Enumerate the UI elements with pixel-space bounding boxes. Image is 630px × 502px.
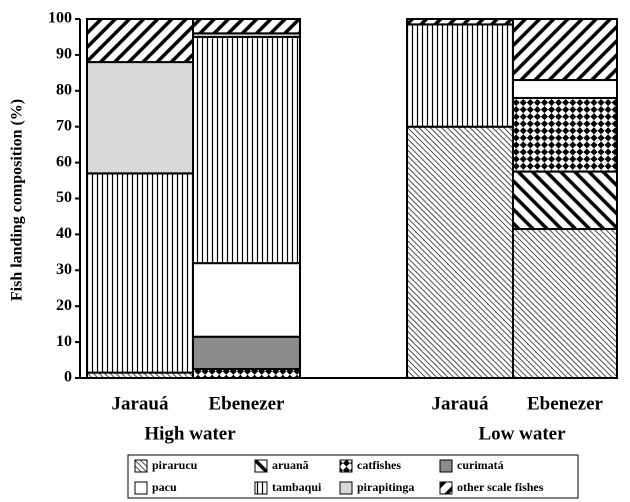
y-tick-label: 30 bbox=[56, 261, 72, 278]
legend-label: other scale fishes bbox=[457, 480, 544, 494]
legend-swatch bbox=[134, 481, 148, 495]
y-tick-label: 0 bbox=[64, 369, 72, 386]
bar-segment bbox=[406, 18, 514, 26]
bar-segment bbox=[406, 125, 514, 379]
y-tick-label: 60 bbox=[56, 153, 72, 170]
y-tick-label: 20 bbox=[56, 297, 72, 314]
bar-segment bbox=[406, 23, 514, 128]
bar-segment bbox=[192, 18, 301, 35]
bar-segment bbox=[192, 262, 301, 338]
y-tick-label: 80 bbox=[56, 81, 72, 98]
x-tick-label: Jarauá bbox=[112, 393, 170, 414]
legend-label: aruanã bbox=[272, 458, 309, 472]
legend-swatch bbox=[439, 481, 453, 495]
legend-label: pacu bbox=[152, 480, 177, 494]
legend-swatch bbox=[339, 459, 353, 473]
bar-segment bbox=[512, 96, 618, 173]
bar-segment bbox=[512, 79, 618, 99]
y-tick-label: 90 bbox=[56, 46, 72, 63]
bar-segment bbox=[86, 61, 194, 175]
bar-segment bbox=[512, 170, 618, 231]
y-axis-label: Fish landing composition (%) bbox=[9, 99, 26, 301]
y-tick-label: 40 bbox=[56, 225, 72, 242]
y-tick-label: 10 bbox=[56, 333, 72, 350]
bar-segment bbox=[192, 35, 301, 265]
y-tick-label: 100 bbox=[48, 10, 72, 27]
legend-swatch bbox=[339, 481, 353, 495]
group-label: High water bbox=[144, 423, 236, 444]
legend-box bbox=[127, 454, 579, 499]
bar-segment bbox=[86, 18, 194, 64]
group-label: Low water bbox=[478, 423, 566, 444]
legend-swatch bbox=[439, 459, 453, 473]
bar-segment bbox=[192, 368, 301, 379]
x-tick-label: Ebenezer bbox=[209, 393, 286, 414]
bar-segment bbox=[192, 335, 301, 371]
legend-label: curimatá bbox=[457, 458, 504, 472]
legend-label: catfishes bbox=[357, 458, 401, 472]
legend-label: tambaqui bbox=[272, 480, 322, 494]
x-tick-label: Jarauá bbox=[432, 393, 490, 414]
x-tick-label: Ebenezer bbox=[527, 393, 604, 414]
bar-segment bbox=[512, 228, 618, 379]
bar-segment bbox=[86, 172, 194, 374]
y-tick-label: 50 bbox=[56, 189, 72, 206]
y-tick-label: 70 bbox=[56, 117, 72, 134]
legend-swatch bbox=[254, 481, 268, 495]
legend-label: pirarucu bbox=[152, 458, 198, 472]
legend-swatch bbox=[254, 459, 268, 473]
legend-swatch bbox=[134, 459, 148, 473]
bar-segment bbox=[512, 18, 618, 82]
legend-label: pirapitinga bbox=[357, 480, 414, 494]
